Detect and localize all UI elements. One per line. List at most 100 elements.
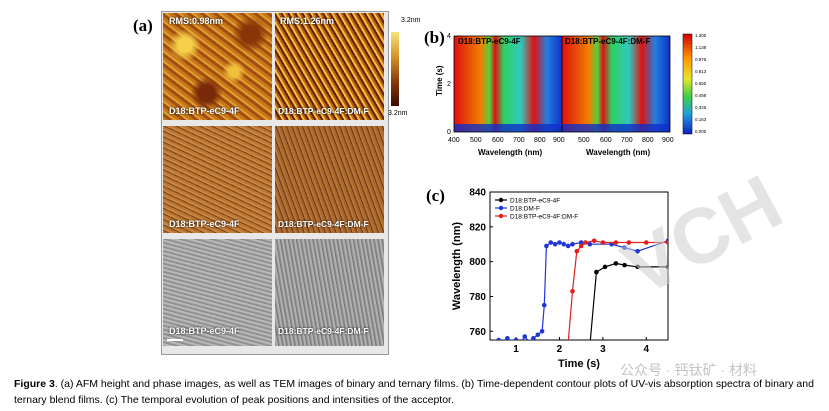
data-point: [492, 343, 497, 348]
contour-xtick-left: 400: [448, 137, 460, 144]
y-tick-label: 780: [469, 292, 486, 303]
contour-right-onset: [562, 124, 670, 132]
panel-b-label: (b): [424, 28, 445, 47]
data-point: [565, 243, 571, 249]
data-point: [561, 241, 567, 247]
x-tick-label: 3: [600, 344, 606, 355]
contour-xtick-left: 500: [470, 137, 482, 144]
data-point: [635, 248, 640, 254]
contour-xtick-right: 600: [600, 137, 612, 144]
contour-left-onset: [454, 124, 562, 132]
data-point: [591, 238, 597, 244]
svg-text:0.163: 0.163: [695, 117, 707, 122]
data-point: [513, 337, 519, 340]
data-point: [578, 240, 584, 245]
data-point: [566, 341, 571, 346]
data-point: [602, 264, 608, 270]
data-point: [622, 245, 627, 251]
legend-entry: D18:BTP-eC9-4F:DM-F: [510, 214, 578, 221]
phase-image-binary: D18:BTP-eC9-4F: [163, 126, 272, 233]
svg-text:0.000: 0.000: [695, 129, 707, 134]
contour-xtick-right: 500: [578, 137, 590, 144]
panel-c-label: (c): [426, 186, 445, 205]
data-point: [557, 240, 562, 245]
svg-text:0.813: 0.813: [695, 69, 707, 74]
phase-sample-ternary: D18:BTP-eC9-4F:DM-F: [278, 219, 369, 229]
data-point: [613, 261, 619, 266]
afm-sample-binary: D18:BTP-eC9-4F: [169, 106, 240, 116]
contour-xtick-right: 700: [621, 137, 633, 144]
afm-rms-ternary: RMS:1.26nm: [280, 16, 335, 26]
y-tick-label: 760: [469, 327, 486, 338]
data-point: [535, 343, 540, 348]
contour-colorbar-ticks: 1.300 1.138 0.975 0.813 0.650 0.488 0.32…: [695, 33, 707, 134]
data-point: [643, 240, 649, 245]
data-point: [531, 335, 536, 340]
afm-colorbar: [391, 32, 399, 106]
y-axis-label: Wavelength (nm): [451, 222, 463, 311]
data-point: [544, 343, 549, 348]
data-point: [594, 269, 599, 275]
contour-colorbar: [682, 33, 693, 135]
afm-sample-ternary: D18:BTP-eC9-4F:DM-F: [278, 106, 369, 116]
data-point: [535, 332, 541, 338]
legend-entry: D18:DM-F: [510, 206, 540, 213]
svg-text:0.325: 0.325: [695, 105, 707, 110]
data-point: [492, 343, 497, 348]
svg-text:0.650: 0.650: [695, 81, 707, 86]
data-point: [501, 343, 506, 348]
data-point: [505, 335, 510, 340]
data-point: [588, 343, 593, 348]
data-point: [548, 240, 554, 245]
data-point: [574, 248, 580, 254]
data-point: [583, 240, 588, 245]
figure-number: Figure 3: [14, 378, 55, 390]
tem-image-binary: D18:BTP-eC9-4F: [163, 239, 272, 346]
data-point: [501, 343, 506, 348]
phase-sample-binary: D18:BTP-eC9-4F: [169, 219, 240, 229]
legend-marker: [498, 213, 504, 219]
data-point: [527, 343, 532, 348]
data-point: [570, 288, 575, 294]
data-point: [570, 343, 575, 348]
x-tick-label: 4: [644, 344, 650, 355]
data-point: [579, 343, 584, 348]
tem-sample-binary: D18:BTP-eC9-4F: [169, 326, 240, 336]
data-point: [539, 328, 545, 334]
data-point: [570, 241, 575, 247]
svg-text:0.975: 0.975: [695, 57, 707, 62]
data-point: [541, 302, 547, 308]
data-point: [613, 240, 619, 245]
svg-text:1.300: 1.300: [695, 33, 707, 38]
afm-height-ternary: RMS:1.26nm D18:BTP-eC9-4F:DM-F: [275, 13, 384, 120]
panel-c-chart: 760 780 800 820 840 1 2 3 4 Time (s) Wavelength (n…: [451, 188, 669, 370]
data-point: [527, 343, 532, 348]
data-point: [635, 264, 640, 270]
figure-caption: Figure 3. (a) AFM height and phase image…: [14, 376, 819, 408]
data-point: [510, 339, 514, 340]
y-tick-label: 840: [469, 188, 486, 199]
afm-colorbar-bottom: 3.2nm: [388, 110, 408, 117]
data-point: [535, 343, 540, 348]
data-point: [522, 334, 528, 339]
contour-xlabel-left: Wavelength (nm): [478, 148, 542, 157]
afm-height-binary: RMS:0.98nm D18:BTP-eC9-4F: [163, 13, 272, 120]
legend-marker: [498, 205, 504, 211]
panel-b-contour: D18:BTP-eC9-4F D18:BTP-eC9-4F:DM-F Time …: [435, 33, 707, 157]
data-point: [496, 337, 501, 340]
data-point: [527, 339, 531, 340]
data-point: [622, 262, 627, 268]
x-tick-label: 2: [557, 344, 563, 355]
contour-xtick-left: 700: [513, 137, 525, 144]
afm-colorbar-top: 3.2nm: [401, 17, 421, 24]
data-point: [665, 240, 668, 245]
contour-ytick-4: 4: [447, 33, 451, 40]
svg-text:1.138: 1.138: [695, 45, 707, 50]
phase-image-ternary: D18:BTP-eC9-4F:DM-F: [275, 126, 384, 233]
contour-xtick-right: 900: [662, 137, 674, 144]
tem-scalebar: [167, 339, 183, 341]
data-point: [587, 241, 593, 247]
data-point: [578, 243, 584, 249]
afm-rms-binary: RMS:0.98nm: [169, 16, 224, 26]
x-axis-label: Time (s): [558, 358, 600, 370]
